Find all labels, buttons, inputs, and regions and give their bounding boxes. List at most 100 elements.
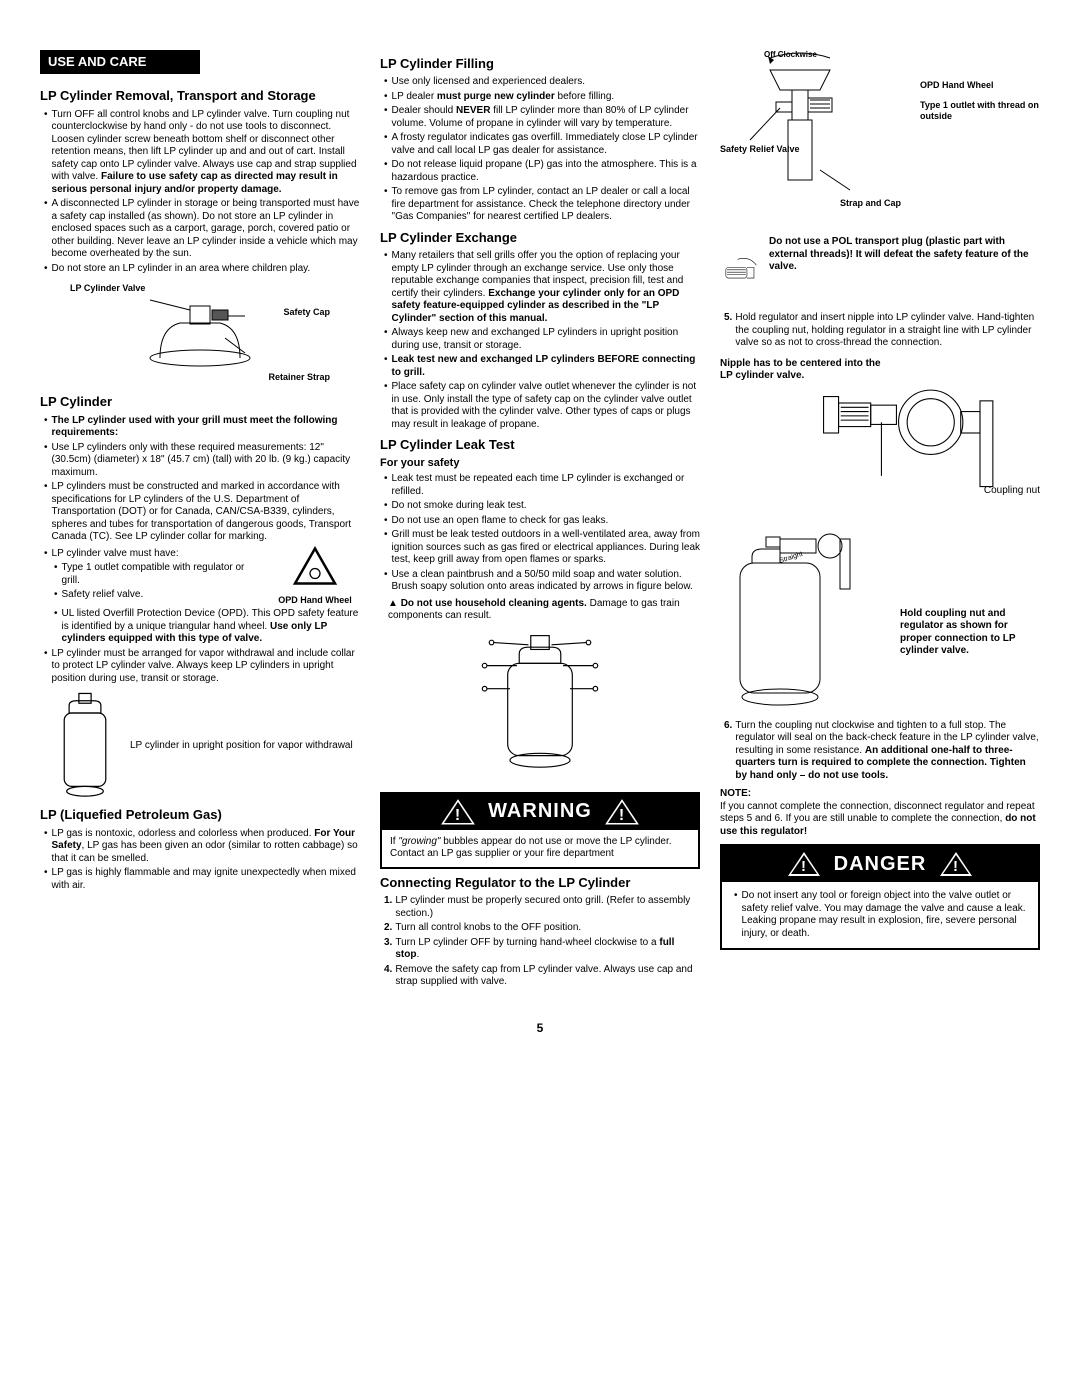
text: LP cylinders must be constructed and mar… bbox=[52, 481, 360, 544]
text: Remove the safety cap from LP cylinder v… bbox=[395, 964, 700, 989]
bullet: Do not insert any tool or foreign object… bbox=[734, 890, 1030, 940]
fig-label: LP Cylinder Valve bbox=[70, 283, 145, 294]
cylinder-icon bbox=[50, 691, 120, 801]
bullet: Do not release liquid propane (LP) gas i… bbox=[384, 159, 700, 184]
bullet: The LP cylinder used with your grill mus… bbox=[44, 415, 360, 440]
column-1: USE AND CARE LP Cylinder Removal, Transp… bbox=[40, 50, 360, 991]
warning-triangle-icon: ! bbox=[938, 850, 974, 878]
fig-label: Coupling nut bbox=[984, 485, 1040, 498]
warning-triangle-icon: ! bbox=[440, 798, 476, 826]
pol-warning: Do not use a POL transport plug (plastic… bbox=[769, 236, 1040, 274]
section-header: USE AND CARE bbox=[40, 50, 200, 74]
text-italic: "growing" bbox=[398, 836, 440, 847]
bullet: Turn OFF all control knobs and LP cylind… bbox=[44, 109, 360, 197]
opd-wheel-icon bbox=[290, 546, 340, 591]
column-3: Off Clockwise OPD Hand Wheel Type 1 outl… bbox=[720, 50, 1040, 991]
note-label: NOTE: bbox=[720, 788, 1040, 801]
heading-filling: LP Cylinder Filling bbox=[380, 56, 700, 72]
text-bold: Do not use household cleaning agents. bbox=[401, 598, 587, 609]
bullet: LP gas is nontoxic, odorless and colorle… bbox=[44, 828, 360, 866]
warning-triangle-icon: ! bbox=[604, 798, 640, 826]
heading-exchange: LP Cylinder Exchange bbox=[380, 230, 700, 246]
bullet: Dealer should NEVER fill LP cylinder mor… bbox=[384, 105, 700, 130]
fig-label: Type 1 outlet with thread on outside bbox=[920, 100, 1040, 123]
page-content: USE AND CARE LP Cylinder Removal, Transp… bbox=[40, 50, 1040, 991]
heading-lp-cylinder: LP Cylinder bbox=[40, 394, 360, 410]
text: Do not release liquid propane (LP) gas i… bbox=[392, 159, 700, 184]
bullet: Use a clean paintbrush and a 50/50 mild … bbox=[384, 569, 700, 594]
bullet: LP cylinder must be arranged for vapor w… bbox=[44, 648, 360, 686]
cylinder-connection-illustration: Straight bbox=[720, 528, 880, 718]
danger-box: ! DANGER ! Do not insert any tool or for… bbox=[720, 844, 1040, 950]
danger-body: Do not insert any tool or foreign object… bbox=[722, 882, 1038, 948]
bullet: Do not smoke during leak test. bbox=[384, 500, 700, 513]
text: Use a clean paintbrush and a 50/50 mild … bbox=[392, 569, 700, 594]
bullet: LP cylinder valve must have: bbox=[44, 548, 264, 561]
step-4: 4.Remove the safety cap from LP cylinder… bbox=[384, 964, 700, 989]
figure-safety-cap: LP Cylinder Valve Safety Cap Retainer St… bbox=[40, 283, 360, 386]
text: LP gas is highly flammable and may ignit… bbox=[52, 867, 360, 892]
bullet: Always keep new and exchanged LP cylinde… bbox=[384, 327, 700, 352]
text: If you cannot complete the connection, d… bbox=[720, 801, 1035, 825]
pol-plug-illustration bbox=[720, 236, 761, 306]
fig-label: Safety Cap bbox=[283, 307, 330, 318]
bullet: Grill must be leak tested outdoors in a … bbox=[384, 529, 700, 567]
figure-connection: Straight Hold coupling nut and regulator… bbox=[720, 528, 1040, 718]
text: Use only licensed and experienced dealer… bbox=[392, 76, 585, 89]
step-2: 2.Turn all control knobs to the OFF posi… bbox=[384, 922, 700, 935]
column-2: LP Cylinder Filling Use only licensed an… bbox=[380, 50, 700, 991]
step-3: 3.Turn LP cylinder OFF by turning hand-w… bbox=[384, 937, 700, 962]
warning-triangle-icon: ! bbox=[786, 850, 822, 878]
text: Dealer should bbox=[392, 105, 456, 116]
bullet: Use only licensed and experienced dealer… bbox=[384, 76, 700, 89]
cylinder-valve-illustration bbox=[140, 298, 260, 368]
text: Do not smoke during leak test. bbox=[392, 500, 527, 513]
step-1: 1.LP cylinder must be properly secured o… bbox=[384, 895, 700, 920]
step-5: 5.Hold regulator and insert nipple into … bbox=[724, 312, 1040, 350]
warning-body: If "growing" bubbles appear do not use o… bbox=[382, 830, 698, 867]
subheading-safety: For your safety bbox=[380, 457, 700, 471]
text: Turn all control knobs to the OFF positi… bbox=[395, 922, 581, 935]
warning-title: WARNING bbox=[488, 799, 592, 824]
text-bold: must purge new cylinder bbox=[437, 91, 555, 102]
text: . bbox=[416, 949, 419, 960]
text: Turn LP cylinder OFF by turning hand-whe… bbox=[395, 937, 659, 948]
text: LP dealer bbox=[392, 91, 437, 102]
text: Safety relief valve. bbox=[62, 589, 144, 602]
bullet: A frosty regulator indicates gas overfil… bbox=[384, 132, 700, 157]
text-bold: Leak test new and exchanged LP cylinders… bbox=[392, 354, 700, 379]
danger-title: DANGER bbox=[834, 852, 927, 877]
text: Do not insert any tool or foreign object… bbox=[742, 890, 1030, 940]
heading-connecting: Connecting Regulator to the LP Cylinder bbox=[380, 875, 700, 891]
text: A frosty regulator indicates gas overfil… bbox=[392, 132, 700, 157]
text: LP cylinder valve must have: bbox=[52, 548, 179, 561]
text: Leak test must be repeated each time LP … bbox=[392, 473, 700, 498]
sub-bullet: Type 1 outlet compatible with regulator … bbox=[54, 562, 264, 587]
bullet: LP cylinders must be constructed and mar… bbox=[44, 481, 360, 544]
bullet: Leak test must be repeated each time LP … bbox=[384, 473, 700, 498]
opd-wheel-figure: OPD Hand Wheel bbox=[270, 546, 360, 607]
bullet: Use LP cylinders only with these require… bbox=[44, 442, 360, 480]
bullet: To remove gas from LP cylinder, contact … bbox=[384, 186, 700, 224]
svg-text:!: ! bbox=[455, 807, 461, 824]
leak-test-illustration bbox=[470, 631, 610, 781]
text: Hold regulator and insert nipple into LP… bbox=[735, 312, 1040, 350]
figure-nipple: Nipple has to be centered into the LP cy… bbox=[720, 358, 1040, 528]
fig-label: Safety Relief Valve bbox=[720, 144, 820, 155]
text: Type 1 outlet compatible with regulator … bbox=[62, 562, 264, 587]
heading-lp-gas: LP (Liquefied Petroleum Gas) bbox=[40, 807, 360, 823]
text: Do not store an LP cylinder in an area w… bbox=[52, 263, 311, 276]
bullet: Place safety cap on cylinder valve outle… bbox=[384, 381, 700, 431]
step-6: 6.Turn the coupling nut clockwise and ti… bbox=[724, 720, 1040, 783]
text: before filling. bbox=[555, 91, 614, 102]
bullet: LP gas is highly flammable and may ignit… bbox=[44, 867, 360, 892]
hold-note: Hold coupling nut and regulator as shown… bbox=[900, 608, 1040, 658]
text: A disconnected LP cylinder in storage or… bbox=[52, 198, 360, 261]
fig-label: Off Clockwise bbox=[764, 50, 817, 60]
bullet: Leak test new and exchanged LP cylinders… bbox=[384, 354, 700, 379]
valve-illustration bbox=[720, 50, 880, 210]
text: To remove gas from LP cylinder, contact … bbox=[392, 186, 700, 224]
text: LP cylinder must be properly secured ont… bbox=[395, 895, 700, 920]
note-block: NOTE: If you cannot complete the connect… bbox=[720, 788, 1040, 838]
text: Always keep new and exchanged LP cylinde… bbox=[392, 327, 700, 352]
